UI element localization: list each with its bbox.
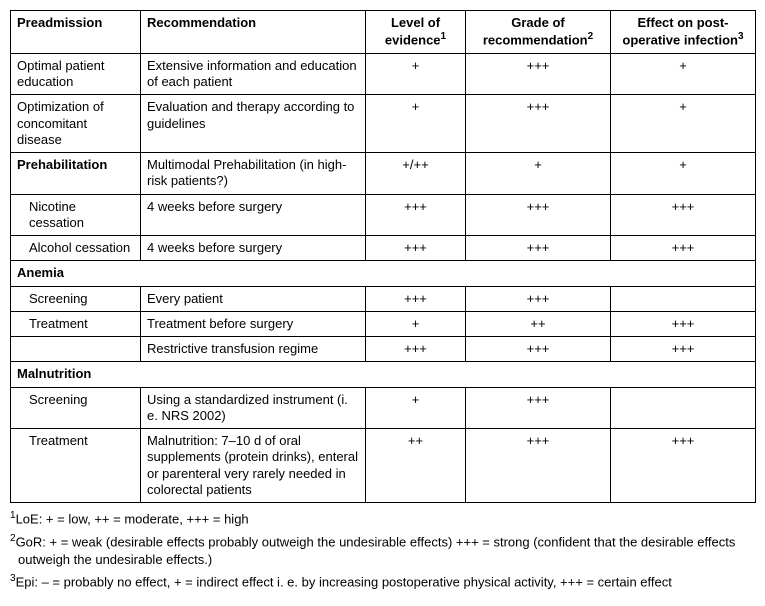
footnote-gor: 2GoR: + = weak (desirable effects probab… xyxy=(10,532,755,568)
recommendation-cell: Restrictive transfusion regime xyxy=(141,337,366,362)
preadmission-cell xyxy=(11,337,141,362)
gor-cell: +++ xyxy=(466,429,611,503)
loe-cell: + xyxy=(366,53,466,95)
footnote-epi: 3Epi: – = probably no effect, + = indire… xyxy=(10,572,755,591)
preadmission-cell: Alcohol cessation xyxy=(11,236,141,261)
epi-cell xyxy=(611,387,756,429)
loe-cell: + xyxy=(366,95,466,153)
loe-cell: + xyxy=(366,387,466,429)
table-row: Malnutrition xyxy=(11,362,756,387)
table-row: Nicotine cessation4 weeks before surgery… xyxy=(11,194,756,236)
gor-cell: +++ xyxy=(466,53,611,95)
epi-cell: +++ xyxy=(611,311,756,336)
table-row: Anemia xyxy=(11,261,756,286)
footnotes: 1LoE: + = low, ++ = moderate, +++ = high… xyxy=(10,509,755,592)
gor-cell: + xyxy=(466,153,611,195)
table-row: Alcohol cessation4 weeks before surgery+… xyxy=(11,236,756,261)
recommendation-cell: Every patient xyxy=(141,286,366,311)
header-loe: Level of evidence1 xyxy=(366,11,466,54)
epi-cell: +++ xyxy=(611,429,756,503)
recommendation-cell: Multimodal Prehabilitation (in high-risk… xyxy=(141,153,366,195)
epi-cell: + xyxy=(611,95,756,153)
preadmission-table: Preadmission Recommendation Level of evi… xyxy=(10,10,756,503)
loe-cell: ++ xyxy=(366,429,466,503)
loe-cell: +++ xyxy=(366,194,466,236)
gor-cell: ++ xyxy=(466,311,611,336)
preadmission-cell: Treatment xyxy=(11,311,141,336)
table-row: Optimal patient educationExtensive infor… xyxy=(11,53,756,95)
section-header-cell: Anemia xyxy=(11,261,756,286)
preadmission-cell: Optimization of concomitant disease xyxy=(11,95,141,153)
gor-cell: +++ xyxy=(466,337,611,362)
epi-cell: + xyxy=(611,53,756,95)
table-row: Optimization of concomitant diseaseEvalu… xyxy=(11,95,756,153)
gor-cell: +++ xyxy=(466,387,611,429)
recommendation-cell: Treatment before surgery xyxy=(141,311,366,336)
table-row: TreatmentMalnutrition: 7–10 d of oral su… xyxy=(11,429,756,503)
header-gor: Grade of recommendation2 xyxy=(466,11,611,54)
table-row: PrehabilitationMultimodal Prehabilitatio… xyxy=(11,153,756,195)
table-head: Preadmission Recommendation Level of evi… xyxy=(11,11,756,54)
table-row: Restrictive transfusion regime+++++++++ xyxy=(11,337,756,362)
table-row: ScreeningUsing a standardized instrument… xyxy=(11,387,756,429)
gor-cell: +++ xyxy=(466,95,611,153)
epi-cell: +++ xyxy=(611,337,756,362)
recommendation-cell: Using a standardized instrument (i. e. N… xyxy=(141,387,366,429)
recommendation-cell: Malnutrition: 7–10 d of oral supplements… xyxy=(141,429,366,503)
preadmission-cell: Screening xyxy=(11,286,141,311)
gor-cell: +++ xyxy=(466,194,611,236)
preadmission-cell: Nicotine cessation xyxy=(11,194,141,236)
epi-cell: +++ xyxy=(611,194,756,236)
table-body: Optimal patient educationExtensive infor… xyxy=(11,53,756,502)
epi-cell: +++ xyxy=(611,236,756,261)
epi-cell xyxy=(611,286,756,311)
table-row: TreatmentTreatment before surgery++++++ xyxy=(11,311,756,336)
loe-cell: +++ xyxy=(366,286,466,311)
footnote-loe: 1LoE: + = low, ++ = moderate, +++ = high xyxy=(10,509,755,528)
header-preadmission: Preadmission xyxy=(11,11,141,54)
table-row: ScreeningEvery patient++++++ xyxy=(11,286,756,311)
recommendation-cell: Evaluation and therapy according to guid… xyxy=(141,95,366,153)
section-header-cell: Malnutrition xyxy=(11,362,756,387)
loe-cell: +++ xyxy=(366,337,466,362)
header-recommendation: Recommendation xyxy=(141,11,366,54)
loe-cell: + xyxy=(366,311,466,336)
preadmission-cell: Treatment xyxy=(11,429,141,503)
gor-cell: +++ xyxy=(466,286,611,311)
loe-cell: +++ xyxy=(366,236,466,261)
recommendation-cell: 4 weeks before surgery xyxy=(141,236,366,261)
header-epi: Effect on post-operative infection3 xyxy=(611,11,756,54)
preadmission-cell: Screening xyxy=(11,387,141,429)
loe-cell: +/++ xyxy=(366,153,466,195)
gor-cell: +++ xyxy=(466,236,611,261)
epi-cell: + xyxy=(611,153,756,195)
preadmission-cell: Optimal patient education xyxy=(11,53,141,95)
preadmission-cell: Prehabilitation xyxy=(11,153,141,195)
recommendation-cell: 4 weeks before surgery xyxy=(141,194,366,236)
recommendation-cell: Extensive information and education of e… xyxy=(141,53,366,95)
